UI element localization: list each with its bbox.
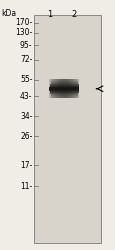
Bar [51, 79, 52, 98]
Bar [50, 94, 77, 95]
Bar [50, 84, 78, 85]
Bar [61, 79, 62, 98]
Bar [57, 79, 58, 98]
Bar [50, 95, 77, 96]
Bar [77, 79, 78, 98]
Bar [51, 96, 77, 97]
Bar [50, 79, 51, 98]
Bar [78, 79, 79, 98]
Bar [49, 91, 78, 92]
Bar [68, 79, 69, 98]
Bar [54, 79, 55, 98]
Bar [50, 92, 78, 93]
Text: 34-: 34- [20, 112, 32, 121]
Bar [51, 97, 77, 98]
Bar [49, 79, 50, 98]
Text: 2: 2 [71, 10, 76, 19]
Bar [55, 79, 56, 98]
Text: kDa: kDa [1, 9, 16, 18]
Bar [51, 79, 77, 80]
Bar [53, 79, 54, 98]
Bar [49, 90, 79, 91]
Bar [64, 79, 65, 98]
Bar [50, 85, 78, 86]
Text: 17-: 17- [20, 160, 32, 170]
Text: 95-: 95- [20, 40, 32, 50]
Bar [73, 79, 74, 98]
Text: 72-: 72- [20, 56, 32, 64]
Bar [49, 86, 78, 87]
Bar [75, 79, 76, 98]
Bar [70, 79, 71, 98]
Bar [50, 83, 78, 84]
Bar [76, 79, 77, 98]
Bar [49, 88, 79, 89]
Text: 43-: 43- [20, 92, 32, 101]
Bar [67, 79, 68, 98]
Text: 11-: 11- [20, 182, 32, 191]
Bar [58, 79, 59, 98]
Bar [50, 82, 77, 83]
Text: 26-: 26- [20, 132, 32, 141]
Bar [52, 79, 53, 98]
Bar [66, 79, 67, 98]
Bar [60, 79, 61, 98]
Text: 55-: 55- [20, 76, 32, 84]
Text: 130-: 130- [15, 28, 32, 37]
Bar [59, 79, 60, 98]
Bar [50, 93, 78, 94]
Text: 1: 1 [46, 10, 52, 19]
Bar [51, 81, 77, 82]
Bar [34, 15, 100, 242]
Text: 170-: 170- [15, 18, 32, 27]
Bar [62, 79, 63, 98]
Bar [65, 79, 66, 98]
Bar [51, 80, 77, 81]
Bar [69, 79, 70, 98]
Bar [74, 79, 75, 98]
Bar [56, 79, 57, 98]
Bar [49, 87, 79, 88]
Bar [72, 79, 73, 98]
Bar [71, 79, 72, 98]
Bar [63, 79, 64, 98]
Bar [49, 89, 79, 90]
